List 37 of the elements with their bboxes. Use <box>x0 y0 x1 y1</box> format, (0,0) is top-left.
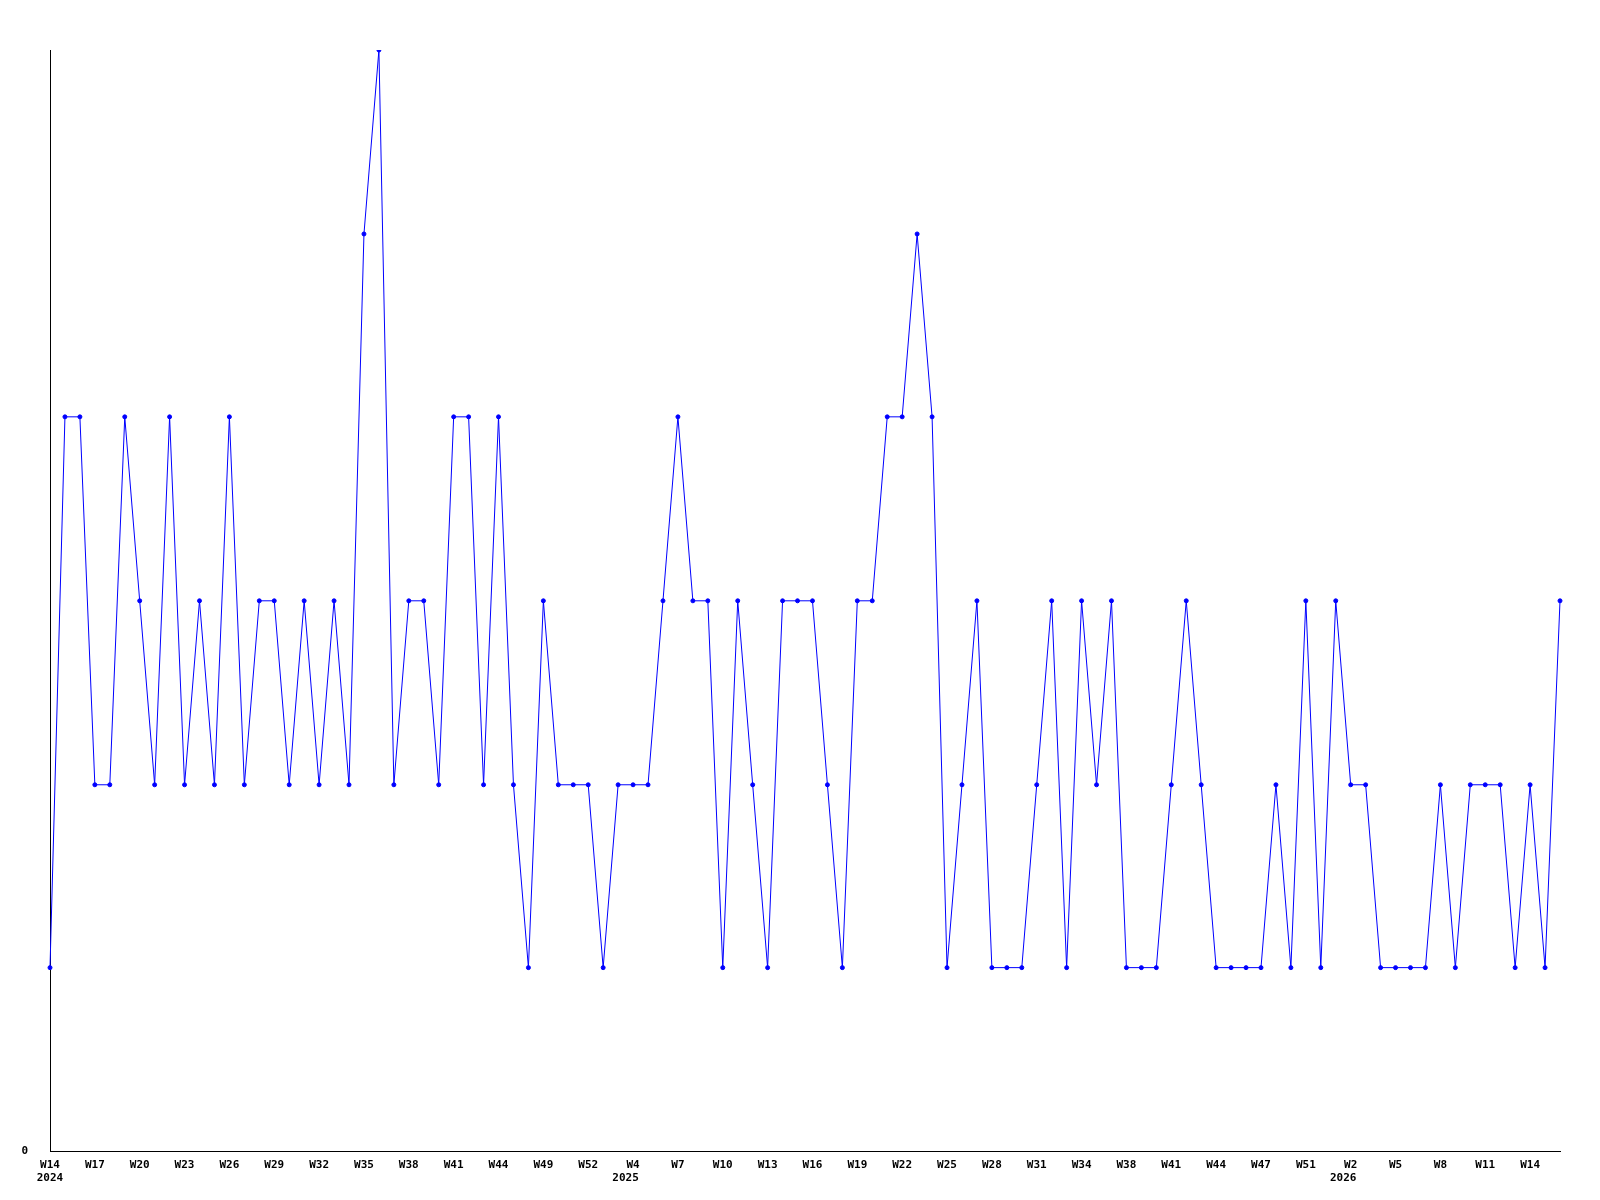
x-tick-label: W28 <box>981 1158 1002 1172</box>
x-tick-label: W29 <box>264 1158 285 1172</box>
x-tick-label: W2 <box>1344 1158 1358 1172</box>
x-tick-label: W20 <box>129 1158 150 1172</box>
x-tick-label: W11 <box>1475 1158 1496 1172</box>
x-tick-label: W17 <box>84 1158 105 1172</box>
x-tick-label: W35 <box>354 1158 374 1172</box>
x-tick-label: W23 <box>174 1158 195 1172</box>
x-tick-label: W14 <box>1520 1158 1541 1172</box>
x-tick-label: W34 <box>1071 1158 1092 1172</box>
x-tick-label: W31 <box>1026 1158 1048 1172</box>
x-tick-label: W13 <box>757 1158 778 1172</box>
x-tick-label: W22 <box>892 1158 913 1172</box>
x-tick-label: W10 <box>712 1158 733 1172</box>
x-tick-label: W4 <box>626 1158 641 1172</box>
x-tick-label: W7 <box>671 1158 685 1172</box>
x-tick-label: W51 <box>1295 1158 1317 1172</box>
x-tick-label: W41 <box>443 1158 464 1172</box>
x-tick-label: W44 <box>1206 1158 1227 1172</box>
x-tick-label: W52 <box>578 1158 599 1172</box>
x-tick-label: W47 <box>1251 1158 1271 1172</box>
x-tick-label: W25 <box>937 1158 957 1172</box>
x-tick-label: W26 <box>219 1158 240 1172</box>
x-tick-label: W5 <box>1388 1158 1403 1172</box>
x-tick-label: W14 2024 <box>36 1158 64 1185</box>
x-tick-label: W32 <box>309 1158 330 1172</box>
x-tick-label: W41 <box>1161 1158 1182 1172</box>
x-tick-label: W19 <box>847 1158 868 1172</box>
x-tick-label: W44 <box>488 1158 509 1172</box>
x-tick-label: W16 <box>802 1158 823 1172</box>
text: 0 <box>21 1144 28 1158</box>
x-tick-label: W8 <box>1433 1158 1448 1172</box>
text: 2026 <box>1329 1171 1357 1185</box>
x-tick-label: W38 <box>398 1158 419 1172</box>
x-tick-label: W38 <box>1116 1158 1137 1172</box>
text: 2025 <box>612 1171 639 1185</box>
x-tick-label: W49 <box>533 1158 554 1172</box>
